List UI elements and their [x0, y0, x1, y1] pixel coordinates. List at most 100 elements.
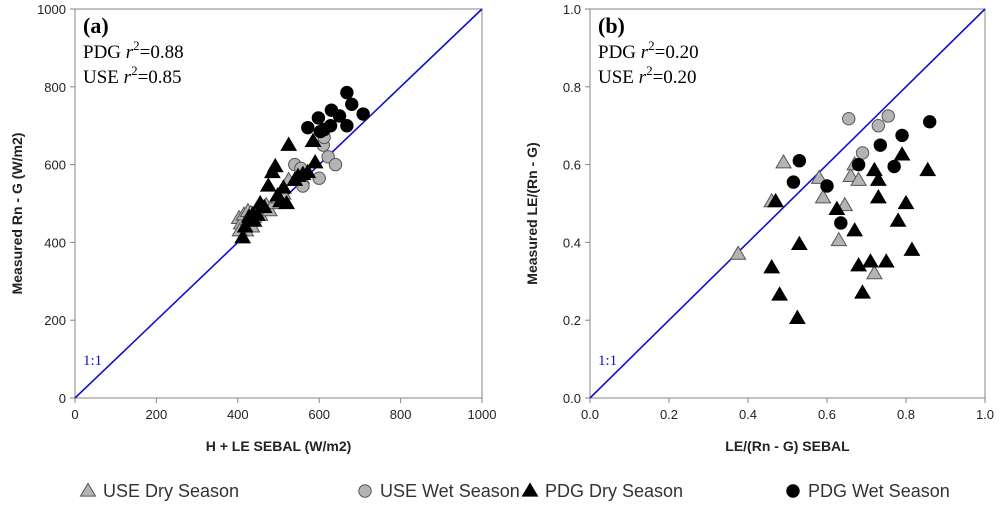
y-tick-label: 0: [59, 391, 66, 406]
y-tick-label: 0.6: [563, 158, 581, 173]
series-use-wet-season: [842, 109, 895, 160]
data-point: [810, 169, 828, 184]
legend-marker: [79, 482, 97, 497]
data-point: [850, 171, 868, 186]
stat-superscript: 2: [648, 38, 655, 53]
plot-frame: [589, 8, 986, 399]
data-point: [763, 259, 781, 274]
data-point: [312, 171, 326, 185]
data-point: [255, 198, 273, 214]
stat-line: PDG r2=0.88: [83, 38, 184, 63]
stat-r-symbol: r: [124, 67, 132, 88]
data-point: [903, 241, 921, 256]
data-point: [788, 309, 806, 324]
data-point: [865, 264, 883, 280]
data-point: [842, 167, 860, 182]
data-point: [889, 212, 907, 227]
y-tick-label: 200: [44, 313, 66, 328]
data-point: [877, 253, 895, 268]
x-tick-label: 0.2: [660, 407, 678, 422]
x-axis-title: H + LE SEBAL (W/m2): [206, 438, 352, 454]
y-tick-label: 1000: [37, 2, 66, 17]
stat-r-symbol: r: [126, 42, 134, 63]
data-point: [828, 200, 846, 216]
series-pdg-wet-season: [786, 115, 937, 230]
y-axis-title: Measured Rn - G (W/m2): [9, 133, 25, 295]
legend-label: PDG Wet Season: [808, 481, 950, 501]
data-point: [775, 154, 792, 169]
stat-value: =0.20: [653, 67, 697, 88]
legend-item: USE Dry Season: [79, 481, 239, 501]
data-point: [887, 159, 901, 174]
data-point: [871, 119, 886, 133]
panel-b: 0.0 0.2 0.4 0.6 0.8 1.0 0.0 0.2 0.4 0.6 0.8 1.0 LE/(…: [524, 2, 994, 454]
x-tick-label: 800: [390, 407, 412, 422]
y-tick-label: 1.0: [563, 2, 581, 17]
data-point: [313, 124, 328, 139]
data-point: [855, 146, 870, 160]
legend: USE Dry Season USE Wet Season PDG Dry Seas…: [79, 481, 950, 501]
data-point: [854, 284, 871, 299]
data-point: [850, 257, 868, 272]
stat-group: USE: [598, 67, 634, 88]
data-point: [869, 189, 887, 204]
legend-item: USE Wet Season: [358, 481, 520, 501]
y-tick-label: 600: [44, 158, 66, 173]
legend-item: PDG Wet Season: [786, 481, 950, 501]
data-point: [306, 154, 324, 169]
stat-value: =0.20: [655, 42, 699, 63]
panel-label: (a): [83, 13, 109, 38]
data-point: [311, 111, 326, 125]
y-tick-label: 400: [44, 235, 66, 250]
data-point: [301, 120, 315, 135]
x-tick-label: 0.8: [897, 407, 915, 422]
data-point: [328, 157, 343, 172]
y-tick-label: 0.8: [563, 80, 581, 95]
data-point: [923, 115, 937, 129]
one-to-one-label: 1:1: [83, 353, 102, 369]
stat-line: PDG r2=0.20: [598, 38, 699, 63]
data-point: [280, 136, 298, 151]
legend-label: PDG Dry Season: [545, 481, 683, 501]
data-point: [345, 97, 359, 112]
data-point: [332, 109, 347, 123]
y-tick-label: 0.0: [563, 391, 581, 406]
data-point: [244, 205, 262, 221]
data-point: [862, 253, 879, 268]
x-tick-label: 200: [146, 407, 168, 422]
x-tick-label: 600: [308, 407, 330, 422]
panel-label: (b): [598, 13, 625, 38]
stat-value: =0.85: [138, 67, 182, 88]
one-to-one-line: [589, 8, 986, 399]
y-tick-label: 0.4: [563, 235, 581, 250]
data-point: [834, 216, 848, 230]
legend-label: USE Wet Season: [380, 481, 520, 501]
x-tick-label: 0: [71, 407, 78, 422]
x-tick-label: 1.0: [976, 407, 994, 422]
series-pdg-dry-season: [234, 132, 324, 244]
y-axis-title: Measured LE/(Rn - G): [524, 142, 540, 284]
one-to-one-label: 1:1: [598, 353, 617, 369]
legend-marker: [521, 482, 539, 497]
stat-line: USE r2=0.20: [598, 63, 697, 88]
data-point: [323, 119, 338, 133]
stat-superscript: 2: [133, 38, 140, 53]
data-point: [897, 194, 915, 210]
data-point: [771, 286, 789, 301]
stat-r-symbol: r: [639, 67, 647, 88]
data-point: [836, 196, 854, 212]
series-pdg-dry-season: [763, 146, 937, 324]
stat-value: =0.88: [140, 42, 184, 63]
stat-superscript: 2: [646, 63, 653, 78]
legend-marker: [786, 484, 800, 498]
data-point: [895, 128, 909, 143]
data-point: [259, 177, 277, 192]
data-point: [340, 119, 354, 133]
legend-label: USE Dry Season: [103, 481, 239, 501]
x-axis-title: LE/(Rn - G) SEBAL: [725, 438, 850, 454]
data-point: [299, 163, 317, 179]
legend-marker: [358, 484, 372, 498]
data-point: [266, 157, 284, 173]
y-tick-label: 0.2: [563, 313, 581, 328]
